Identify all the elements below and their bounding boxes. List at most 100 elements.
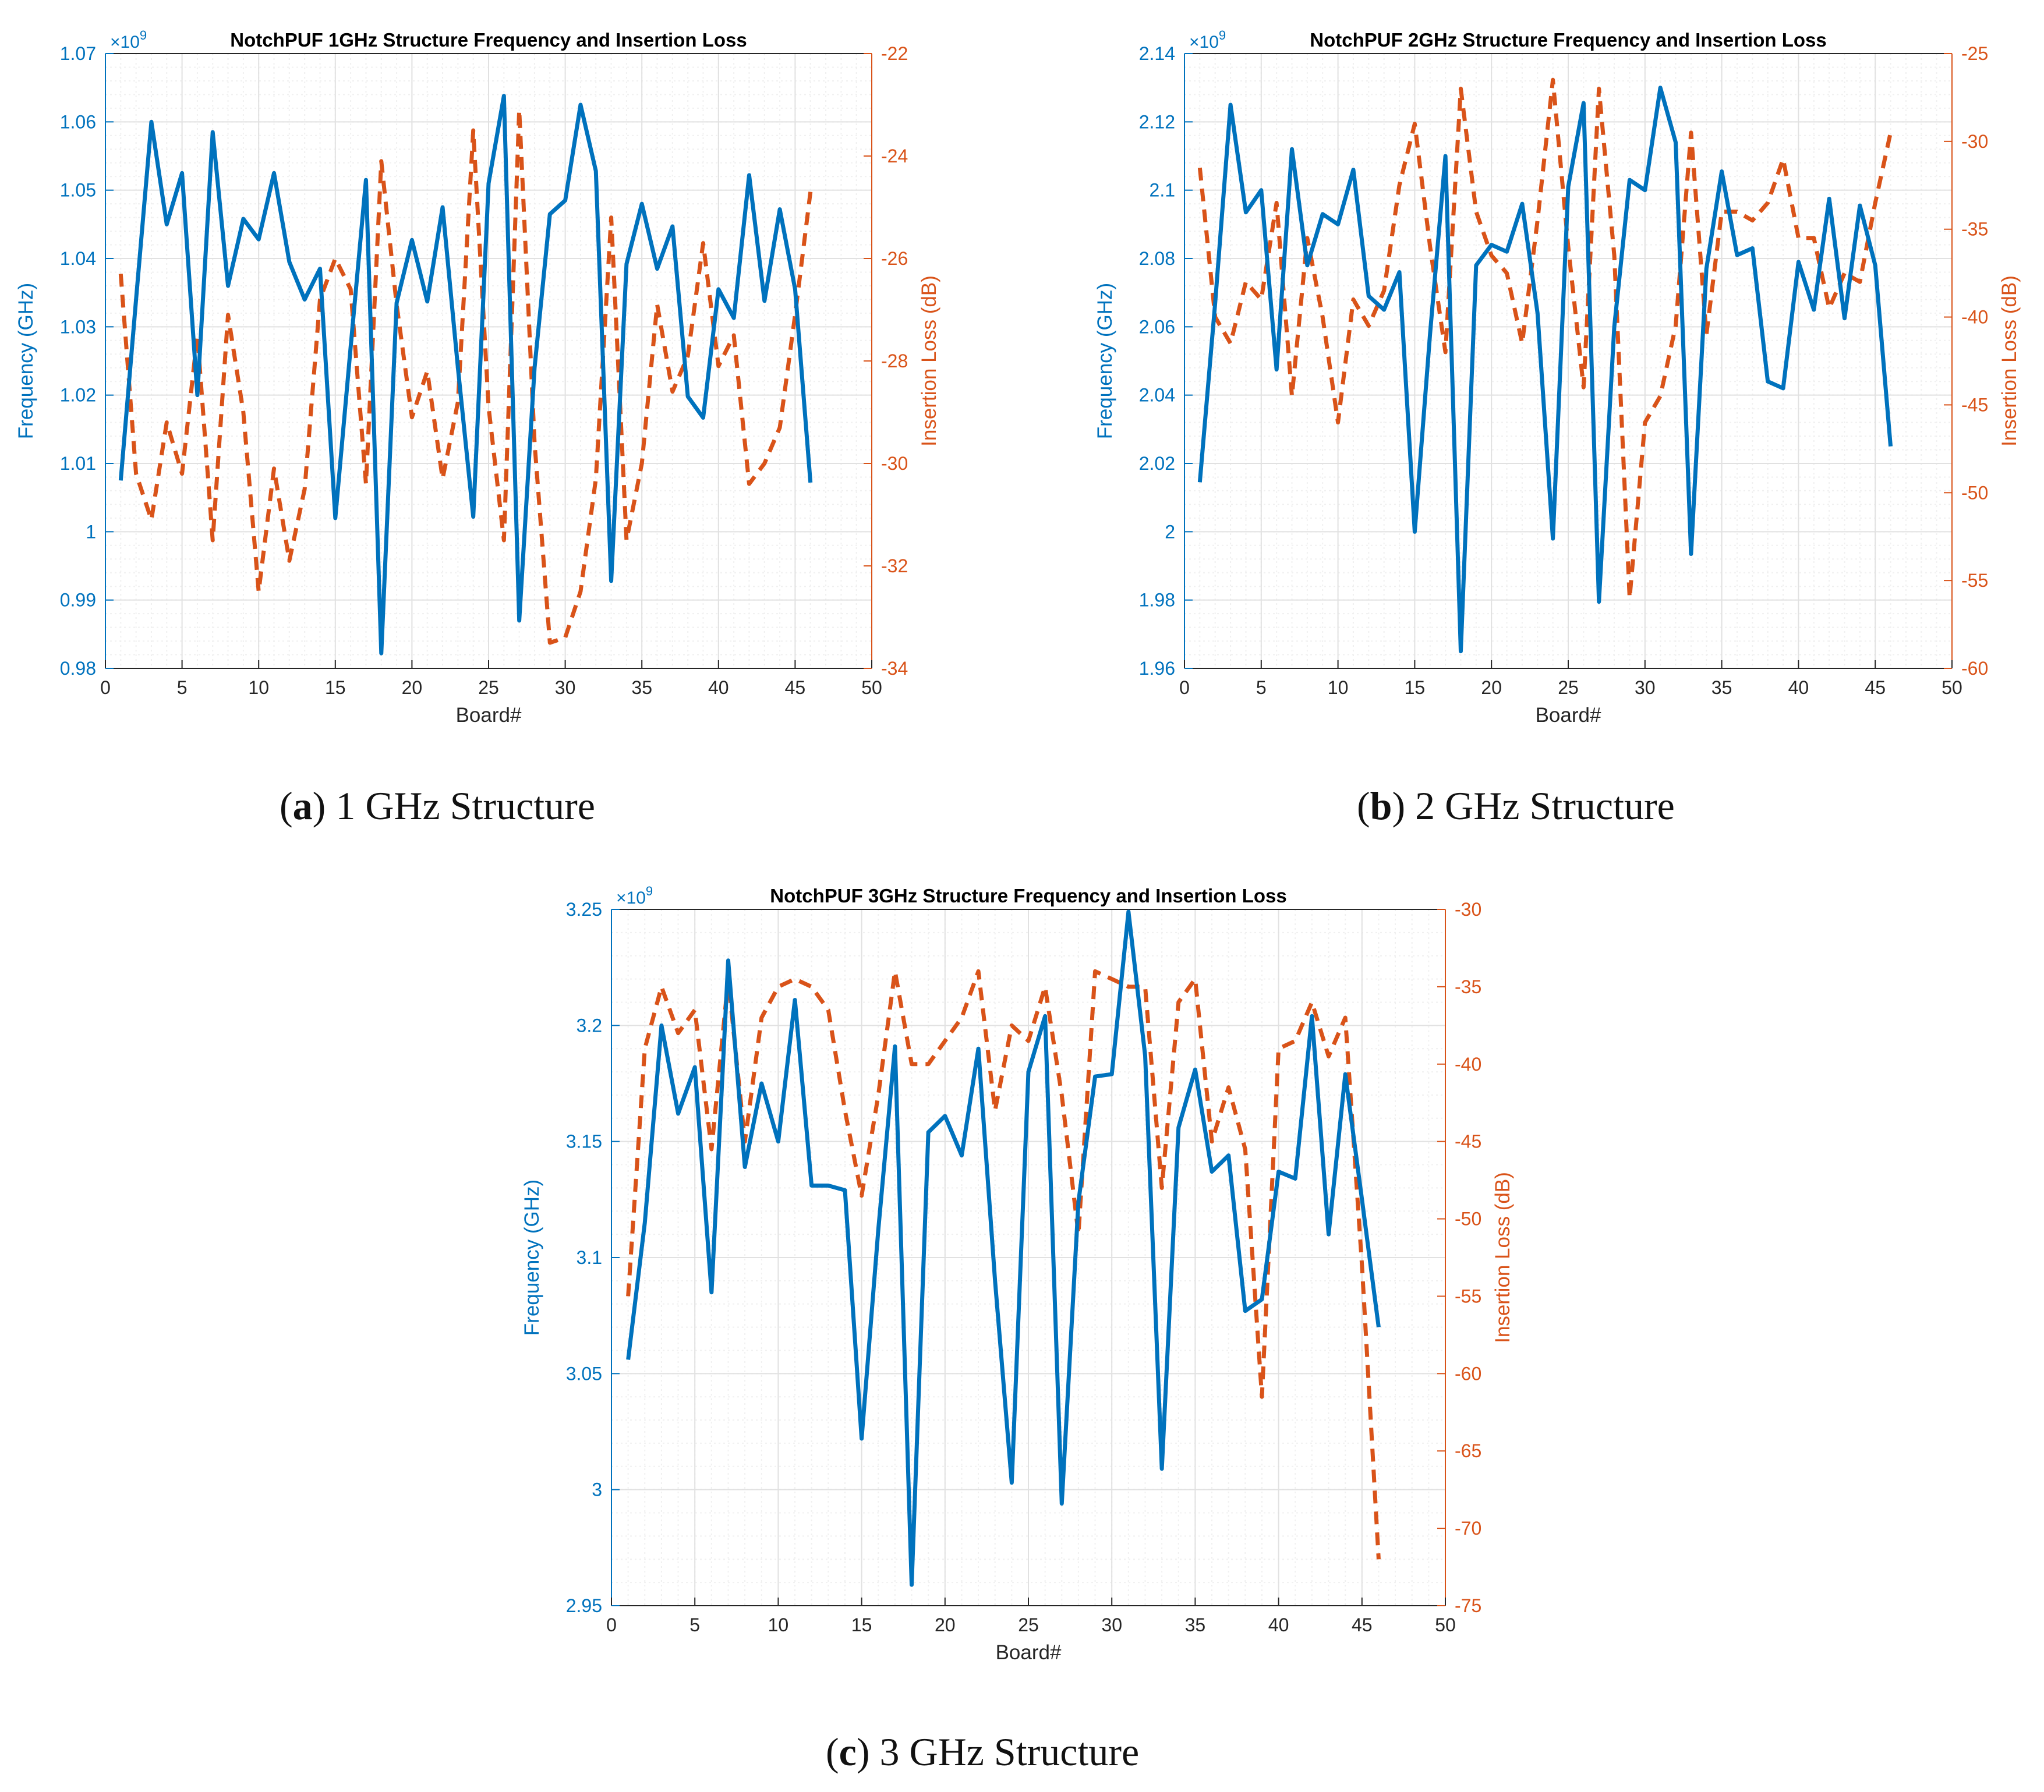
x-tick-label: 25 <box>1558 677 1579 698</box>
x-tick-label: 20 <box>935 1614 956 1635</box>
exponent-label: ×109 <box>1189 28 1226 52</box>
x-tick-label: 15 <box>851 1614 872 1635</box>
y-tick-label-right: -45 <box>1961 394 1988 415</box>
x-tick-label: 25 <box>1018 1614 1039 1635</box>
exponent-label: ×109 <box>110 28 147 52</box>
x-tick-label: 40 <box>708 677 729 698</box>
x-tick-label: 45 <box>1865 677 1886 698</box>
y-tick-label-left: 1.05 <box>60 180 96 201</box>
caption-3ghz-text: 3 GHz Structure <box>869 1730 1140 1774</box>
x-axis-label: Board# <box>996 1641 1062 1664</box>
caption-2ghz: (b) 2 GHz Structure <box>1357 784 1675 828</box>
y-tick-label-right: -30 <box>1455 899 1481 920</box>
y-tick-label-right: -35 <box>1961 219 1988 240</box>
x-tick-label: 50 <box>1942 677 1962 698</box>
y-tick-label-right: -50 <box>1455 1209 1481 1230</box>
chart-2ghz: 0 5 10 15 20 25 30 35 40 45 50 1.96 1.98 2 2.02 2.04 2.0… <box>1094 28 2021 727</box>
x-tick-label: 0 <box>606 1614 617 1635</box>
y-tick-label-right: -50 <box>1961 482 1988 503</box>
y-axis-label-left: Frequency (GHz) <box>15 283 37 439</box>
y-tick-label-right: -60 <box>1961 658 1988 679</box>
x-axis-label: Board# <box>1536 704 1601 727</box>
y-tick-label-left: 1.07 <box>60 43 96 64</box>
x-tick-label: 20 <box>1481 677 1502 698</box>
x-tick-label: 35 <box>631 677 652 698</box>
caption-2ghz-text: 2 GHz Structure <box>1405 784 1675 828</box>
x-tick-label: 45 <box>1352 1614 1373 1635</box>
x-tick-label: 5 <box>177 677 188 698</box>
y-tick-label-right: -34 <box>881 658 908 679</box>
y-tick-label-right: -55 <box>1455 1285 1481 1306</box>
y-tick-label-right: -30 <box>881 453 908 474</box>
y-tick-label-right: -55 <box>1961 570 1988 591</box>
chart-title: NotchPUF 3GHz Structure Frequency and In… <box>770 885 1286 906</box>
y-tick-label-left: 2.02 <box>1139 453 1175 474</box>
x-tick-label: 10 <box>248 677 269 698</box>
y-tick-label-left: 2.06 <box>1139 316 1175 337</box>
chart-3ghz: 0 5 10 15 20 25 30 35 40 45 50 2.95 3 3.05 3.1 3.15 3.2 3… <box>521 884 1514 1664</box>
x-tick-label: 30 <box>1635 677 1656 698</box>
y-tick-label-left: 3 <box>592 1479 602 1500</box>
chart-panel-1ghz: 0 5 10 15 20 25 30 35 40 45 50 0.98 0.99 1 1.01 1.02 1.0… <box>0 0 1019 757</box>
y-tick-label-right: -30 <box>1961 131 1988 152</box>
x-tick-label: 50 <box>1435 1614 1456 1635</box>
exponent-base: ×10 <box>110 33 140 52</box>
y-tick-label-left: 1.96 <box>1139 658 1175 679</box>
caption-3ghz-letter: c <box>839 1730 857 1774</box>
caption-2ghz-letter: b <box>1370 784 1392 828</box>
x-axis-label: Board# <box>456 704 522 727</box>
y-tick-label-left: 1.04 <box>60 248 96 269</box>
y-tick-label-right: -22 <box>881 43 908 64</box>
y-tick-label-left: 3.25 <box>566 899 602 920</box>
y-tick-label-left: 1.03 <box>60 316 96 337</box>
x-tick-label: 15 <box>1405 677 1426 698</box>
exponent-power: 9 <box>140 28 147 43</box>
y-tick-label-right: -24 <box>881 146 908 167</box>
y-tick-label-left: 2.12 <box>1139 111 1175 132</box>
y-tick-label-left: 1.02 <box>60 385 96 406</box>
x-tick-label: 0 <box>1179 677 1190 698</box>
chart-title: NotchPUF 2GHz Structure Frequency and In… <box>1310 29 1826 51</box>
y-tick-label-right: -40 <box>1961 307 1988 328</box>
y-tick-label-right: -65 <box>1455 1440 1481 1461</box>
y-axis-label-left: Frequency (GHz) <box>1094 283 1116 439</box>
y-tick-label-left: 0.98 <box>60 658 96 679</box>
y-tick-label-left: 3.2 <box>577 1015 602 1036</box>
x-tick-label: 50 <box>861 677 882 698</box>
y-tick-label-left: 3.05 <box>566 1363 602 1384</box>
chart-title: NotchPUF 1GHz Structure Frequency and In… <box>230 29 747 51</box>
exponent-power: 9 <box>1219 28 1226 43</box>
y-tick-label-right: -60 <box>1455 1363 1481 1384</box>
y-axis-label-left: Frequency (GHz) <box>521 1180 543 1336</box>
series-line-frequency <box>1197 86 1893 654</box>
x-tick-label: 5 <box>1256 677 1267 698</box>
y-tick-label-right: -70 <box>1455 1518 1481 1539</box>
caption-1ghz: (a) 1 GHz Structure <box>280 784 595 828</box>
x-tick-label: 40 <box>1268 1614 1289 1635</box>
y-tick-label-right: -40 <box>1455 1054 1481 1075</box>
y-tick-label-left: 2.1 <box>1150 180 1175 201</box>
series-line-insertion-loss <box>118 108 813 645</box>
series-line-insertion-loss <box>626 969 1381 1560</box>
x-tick-label: 45 <box>785 677 806 698</box>
series-line-frequency <box>118 94 813 656</box>
y-tick-label-right: -25 <box>1961 43 1988 64</box>
x-tick-label: 10 <box>768 1614 789 1635</box>
y-tick-label-left: 2.04 <box>1139 385 1175 406</box>
y-tick-label-right: -45 <box>1455 1131 1481 1152</box>
y-tick-label-left: 2 <box>1165 521 1175 542</box>
chart-panel-3ghz: 0 5 10 15 20 25 30 35 40 45 50 2.95 3 3.05 3.1 3.15 3.2 3… <box>495 856 1543 1694</box>
series-line-insertion-loss <box>1197 77 1893 600</box>
chart-panel-2ghz: 0 5 10 15 20 25 30 35 40 45 50 1.96 1.98 2 2.02 2.04 2.0… <box>1077 0 2044 757</box>
y-tick-label-left: 2.14 <box>1139 43 1175 64</box>
x-tick-label: 30 <box>1101 1614 1122 1635</box>
chart-1ghz: 0 5 10 15 20 25 30 35 40 45 50 0.98 0.99 1 1.01 1.02 1.0… <box>15 28 940 727</box>
y-tick-label-left: 3.1 <box>577 1247 602 1268</box>
y-tick-label-right: -32 <box>881 555 908 576</box>
exponent-base: ×10 <box>1189 33 1219 52</box>
y-axis-label-right: Insertion Loss (dB) <box>918 275 940 447</box>
y-tick-label-left: 2.08 <box>1139 248 1175 269</box>
y-tick-label-left: 1.98 <box>1139 590 1175 611</box>
x-tick-label: 40 <box>1788 677 1809 698</box>
x-tick-label: 0 <box>100 677 111 698</box>
